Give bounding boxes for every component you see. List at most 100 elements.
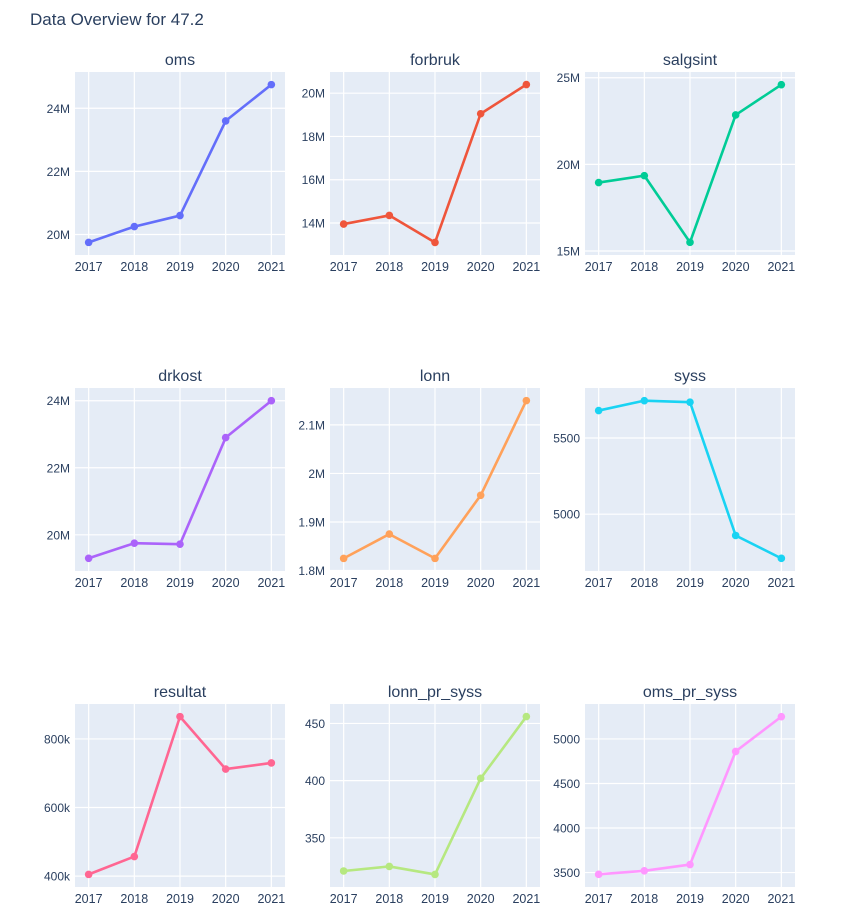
data-point[interactable] xyxy=(431,238,439,247)
oms-pr-syss-line-chart[interactable]: 3500 4000 4500 5000 2017 2018 2019 2020 2021 xyxy=(540,702,795,908)
subplot-lonn_pr_syss: lonn_pr_syss 350 400 450 2017 2018 2019 2020 20… xyxy=(285,672,540,908)
y-tick-label: 20M xyxy=(557,158,580,172)
data-point[interactable] xyxy=(221,765,230,773)
markers xyxy=(594,396,786,563)
data-point[interactable] xyxy=(130,539,139,547)
data-point[interactable] xyxy=(176,211,184,220)
data-point[interactable] xyxy=(385,862,394,871)
y-tick-label: 2M xyxy=(308,467,325,481)
data-point[interactable] xyxy=(84,554,93,563)
data-point[interactable] xyxy=(339,220,348,228)
x-tick-label: 2019 xyxy=(421,260,449,274)
data-point[interactable] xyxy=(777,712,786,721)
y-tick-label: 3500 xyxy=(553,866,580,880)
y-tick-label: 22M xyxy=(47,165,70,179)
data-point[interactable] xyxy=(339,867,348,875)
x-tick-label: 2017 xyxy=(330,576,358,590)
data-point[interactable] xyxy=(385,211,394,220)
subplot-title-oms_pr_syss: oms_pr_syss xyxy=(642,684,738,701)
subplot-title-forbruk: forbruk xyxy=(410,52,460,69)
data-point[interactable] xyxy=(777,80,786,89)
markers xyxy=(84,80,276,247)
data-point[interactable] xyxy=(267,80,276,89)
y-tick-labels: 15M 20M 25M xyxy=(557,71,580,258)
data-point[interactable] xyxy=(385,530,394,538)
data-point[interactable] xyxy=(640,866,649,875)
oms-line-chart[interactable]: 20M 22M 24M 2017 2018 2019 2020 2021 xyxy=(30,70,285,276)
x-tick-label: 2018 xyxy=(120,260,148,274)
data-point[interactable] xyxy=(339,554,348,563)
data-point[interactable] xyxy=(522,712,531,721)
data-point[interactable] xyxy=(267,759,276,767)
y-tick-labels: 1.8M 1.9M 2M 2.1M xyxy=(298,418,325,578)
x-tick-label: 2018 xyxy=(375,260,403,274)
x-tick-label: 2017 xyxy=(75,892,103,906)
y-tick-label: 400 xyxy=(305,774,325,788)
y-tick-label: 400k xyxy=(44,870,71,884)
data-point[interactable] xyxy=(476,109,485,118)
x-tick-label: 2020 xyxy=(722,892,750,906)
subplot-drkost: drkost 20M 22M 24M 2017 2018 2019 2020 2021 xyxy=(30,356,285,592)
y-tick-label: 24M xyxy=(47,394,70,408)
lonn-pr-syss-line-chart[interactable]: 350 400 450 2017 2018 2019 2020 2021 xyxy=(285,702,540,908)
x-tick-label: 2017 xyxy=(585,576,613,590)
x-tick-labels: 2017 2018 2019 2020 2021 xyxy=(585,260,795,274)
data-point[interactable] xyxy=(686,398,694,406)
data-point[interactable] xyxy=(522,80,531,89)
data-point[interactable] xyxy=(522,396,531,405)
data-point[interactable] xyxy=(176,540,184,548)
data-point[interactable] xyxy=(221,117,230,125)
data-point[interactable] xyxy=(476,491,485,500)
data-point[interactable] xyxy=(130,222,139,231)
syss-line-chart[interactable]: 5000 5500 2017 2018 2019 2020 2021 xyxy=(540,386,795,592)
y-tick-label: 600k xyxy=(44,801,71,815)
y-tick-labels: 20M 22M 24M xyxy=(47,394,70,542)
x-tick-labels: 2017 2018 2019 2020 2021 xyxy=(585,576,795,590)
x-tick-labels: 2017 2018 2019 2020 2021 xyxy=(330,576,540,590)
subplot-title-lonn: lonn xyxy=(419,368,451,385)
forbruk-line-chart[interactable]: 14M 16M 18M 20M 2017 2018 2019 2020 2021 xyxy=(285,70,540,276)
subplot-title-syss: syss xyxy=(674,368,706,385)
y-gridlines xyxy=(585,437,795,515)
data-point[interactable] xyxy=(476,774,485,783)
x-tick-label: 2017 xyxy=(330,892,358,906)
data-point[interactable] xyxy=(431,870,439,879)
y-tick-label: 5000 xyxy=(553,508,580,522)
x-gridlines xyxy=(598,72,782,255)
x-tick-label: 2021 xyxy=(767,892,795,906)
data-point[interactable] xyxy=(130,852,139,861)
data-point[interactable] xyxy=(594,178,603,187)
salgsint-line-chart[interactable]: 15M 20M 25M 2017 2018 2019 2020 2021 xyxy=(540,70,795,276)
x-tick-label: 2020 xyxy=(467,576,495,590)
y-tick-label: 5500 xyxy=(553,431,580,445)
subplot-title-oms: oms xyxy=(164,52,196,69)
resultat-line-chart[interactable]: 400k 600k 800k 2017 2018 2019 2020 2021 xyxy=(30,702,285,908)
x-tick-label: 2020 xyxy=(722,260,750,274)
data-point[interactable] xyxy=(731,747,740,756)
x-tick-label: 2021 xyxy=(512,260,540,274)
data-point[interactable] xyxy=(640,396,649,405)
y-tick-label: 350 xyxy=(305,831,325,845)
data-point[interactable] xyxy=(84,870,93,879)
data-point[interactable] xyxy=(640,171,649,180)
data-point[interactable] xyxy=(267,396,276,405)
data-point[interactable] xyxy=(777,554,786,563)
data-point[interactable] xyxy=(221,433,230,442)
x-tick-label: 2020 xyxy=(467,892,495,906)
data-point[interactable] xyxy=(431,554,439,563)
data-point[interactable] xyxy=(594,870,603,879)
data-point[interactable] xyxy=(686,860,694,869)
y-tick-label: 2.1M xyxy=(298,418,325,432)
y-tick-labels: 3500 4000 4500 5000 xyxy=(553,732,580,880)
x-tick-label: 2020 xyxy=(467,260,495,274)
data-point[interactable] xyxy=(686,238,694,247)
lonn-line-chart[interactable]: 1.8M 1.9M 2M 2.1M 2017 2018 2019 2020 2021 xyxy=(285,386,540,592)
data-point[interactable] xyxy=(731,111,740,119)
data-point[interactable] xyxy=(176,712,184,721)
drkost-line-chart[interactable]: 20M 22M 24M 2017 2018 2019 2020 2021 xyxy=(30,386,285,592)
data-point[interactable] xyxy=(731,531,740,540)
x-tick-labels: 2017 2018 2019 2020 2021 xyxy=(75,260,285,274)
data-point[interactable] xyxy=(594,406,603,415)
data-point[interactable] xyxy=(84,238,93,247)
y-tick-label: 450 xyxy=(305,717,325,731)
